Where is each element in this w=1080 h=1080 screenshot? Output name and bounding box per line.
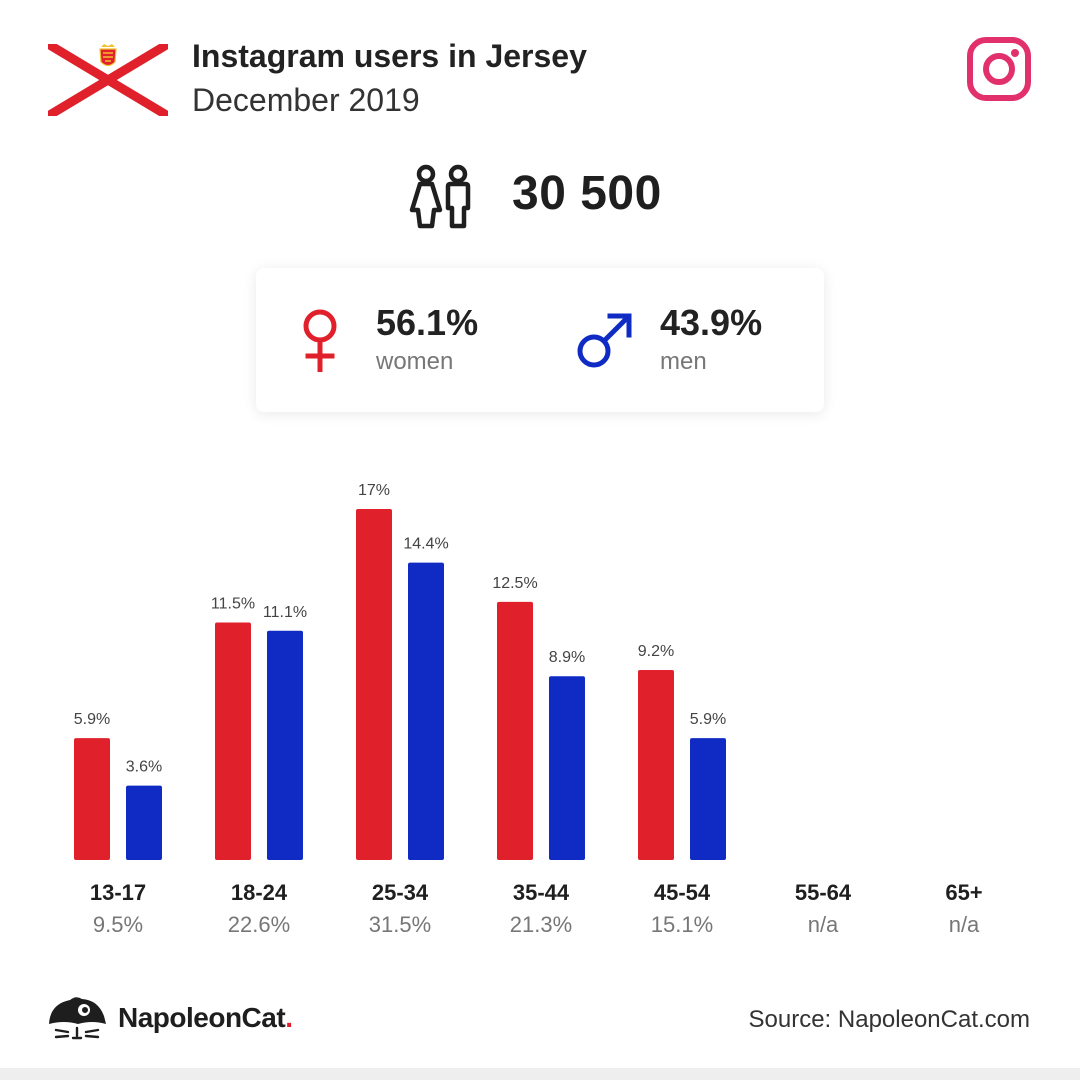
napoleoncat-logo-icon: [49, 997, 106, 1040]
users-icon: [409, 164, 471, 229]
category-label-35-44: 35-44: [513, 880, 570, 905]
women-label: women: [376, 348, 454, 375]
category-total-13-17: 9.5%: [93, 912, 143, 937]
bar-women-45-54: [638, 670, 674, 860]
data-label-women-18-24: 11.5%: [211, 596, 255, 613]
bar-men-35-44: [549, 676, 585, 860]
bar-men-13-17: [126, 785, 162, 860]
category-total-45-54: 15.1%: [651, 912, 713, 937]
brand-dot: .: [285, 1002, 293, 1033]
male-icon: [577, 313, 632, 368]
brand-name: NapoleonCat.: [118, 1002, 293, 1034]
total-users-count: 30 500: [512, 167, 662, 220]
data-label-women-13-17: 5.9%: [74, 711, 110, 728]
data-label-men-45-54: 5.9%: [690, 711, 726, 728]
chart-title: Instagram users in Jersey: [192, 38, 587, 74]
bar-men-45-54: [690, 738, 726, 860]
data-label-women-45-54: 9.2%: [638, 643, 674, 660]
category-total-25-34: 31.5%: [369, 912, 431, 937]
category-label-45-54: 45-54: [654, 880, 711, 905]
category-label-13-17: 13-17: [90, 880, 146, 905]
female-icon: [303, 309, 337, 372]
data-label-women-35-44: 12.5%: [492, 575, 537, 592]
brand-name-text: NapoleonCat: [118, 1002, 286, 1033]
bar-women-35-44: [497, 601, 533, 860]
source-credit: Source: NapoleonCat.com: [748, 1006, 1030, 1033]
bar-women-18-24: [215, 622, 251, 860]
age-gender-bar-chart: 5.9% 3.6% 13-17 9.5% 11.5% 11.1% 18-24 22.6% 17%…: [74, 482, 983, 937]
women-percentage: 56.1%: [376, 302, 479, 343]
gender-split-card: 56.1% women 43.9% men: [256, 268, 824, 412]
jersey-flag-icon: [48, 44, 168, 116]
category-label-65+: 65+: [945, 880, 982, 905]
data-label-men-13-17: 3.6%: [126, 759, 162, 776]
men-percentage: 43.9%: [660, 302, 763, 343]
category-label-25-34: 25-34: [372, 880, 429, 905]
data-label-men-35-44: 8.9%: [549, 649, 585, 666]
category-total-55-64: n/a: [808, 912, 839, 937]
bar-women-13-17: [74, 738, 110, 860]
category-total-35-44: 21.3%: [510, 912, 572, 937]
bar-men-25-34: [408, 562, 444, 860]
category-total-18-24: 22.6%: [228, 912, 290, 937]
footer-strip: [0, 1068, 1080, 1080]
bar-men-18-24: [267, 630, 303, 860]
data-label-men-25-34: 14.4%: [403, 536, 448, 553]
chart-subtitle: December 2019: [192, 82, 420, 118]
instagram-icon: [967, 37, 1031, 101]
category-label-18-24: 18-24: [231, 880, 288, 905]
data-label-women-25-34: 17%: [358, 482, 390, 499]
category-label-55-64: 55-64: [795, 880, 852, 905]
data-label-men-18-24: 11.1%: [263, 604, 307, 621]
bar-women-25-34: [356, 508, 392, 860]
men-label: men: [660, 348, 707, 375]
category-total-65+: n/a: [949, 912, 980, 937]
